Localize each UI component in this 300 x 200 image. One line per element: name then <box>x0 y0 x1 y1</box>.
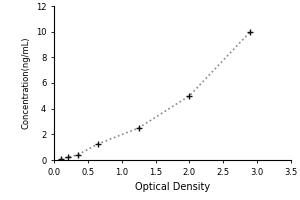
X-axis label: Optical Density: Optical Density <box>135 182 210 192</box>
Y-axis label: Concentration(ng/mL): Concentration(ng/mL) <box>21 37 30 129</box>
